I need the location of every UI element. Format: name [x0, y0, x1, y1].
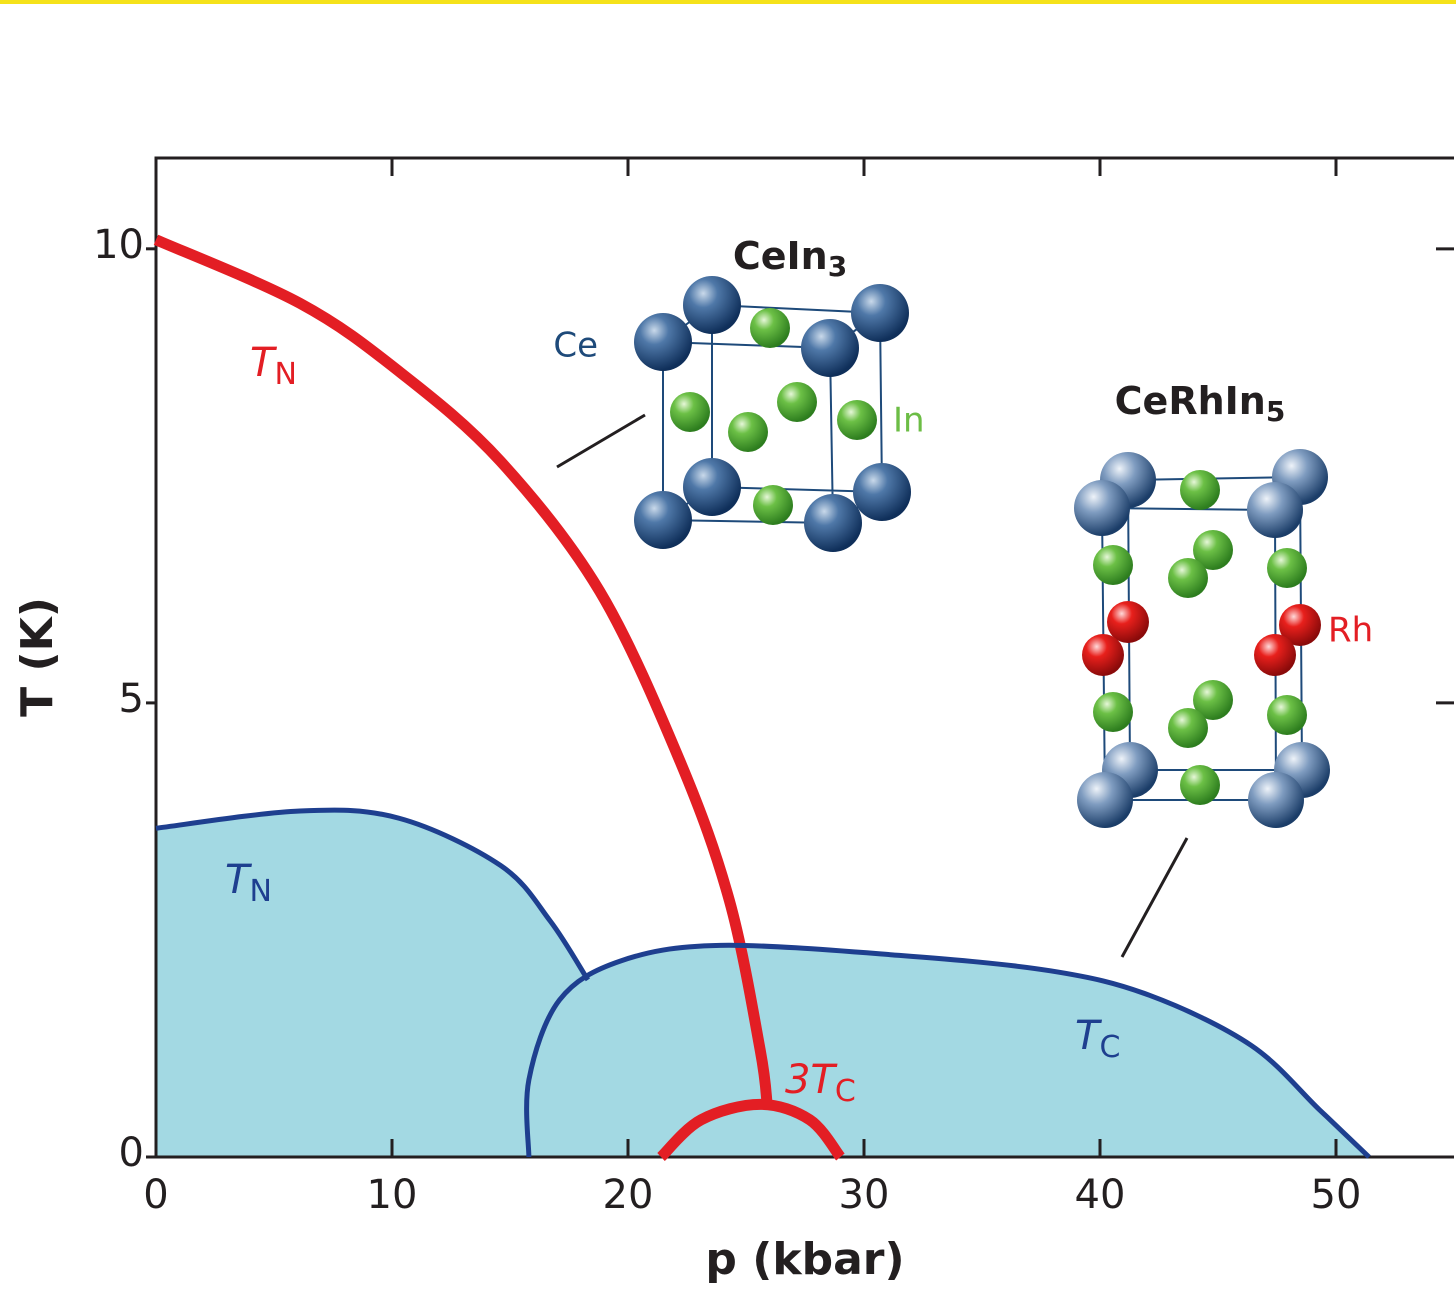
atom: [1247, 482, 1303, 538]
formula-main: CeIn: [733, 234, 828, 278]
atom: [1168, 708, 1208, 748]
atom: [1093, 545, 1133, 585]
atom: [683, 276, 741, 334]
atom: [728, 412, 768, 452]
x-tick-label: 0: [143, 1172, 168, 1218]
area: [527, 945, 1369, 1157]
leader: [557, 415, 645, 467]
x-tick-label: 30: [839, 1172, 890, 1218]
atom: [1077, 772, 1133, 828]
atom: [853, 463, 911, 521]
formula-sub: 5: [1266, 395, 1285, 428]
atom: [801, 319, 859, 377]
formula: CeIn3: [733, 234, 847, 284]
atom: [1168, 558, 1208, 598]
formula-main: CeRhIn: [1115, 379, 1266, 423]
label-sub: N: [274, 357, 296, 392]
atom: [634, 491, 692, 549]
atom: [1093, 692, 1133, 732]
atom: [1267, 695, 1307, 735]
x-tick-label: 20: [603, 1172, 654, 1218]
top-bar: [0, 0, 1456, 4]
atom: [683, 458, 741, 516]
label-sub: C: [835, 1074, 856, 1109]
atom: [1082, 634, 1124, 676]
formula: CeRhIn5: [1115, 379, 1286, 429]
y-tick-label: 5: [119, 676, 144, 722]
atom: [1254, 634, 1296, 676]
atom: [1074, 480, 1130, 536]
x-tick-label: 50: [1311, 1172, 1362, 1218]
atom: [670, 392, 710, 432]
page: {"chart_data": { "type": "line", "xlabel…: [0, 0, 1456, 1291]
atom: [750, 308, 790, 348]
atom: [753, 485, 793, 525]
x-tick-label: 10: [367, 1172, 418, 1218]
leader: [1122, 838, 1187, 957]
atom: [1180, 470, 1220, 510]
atom: [634, 313, 692, 371]
atom: [777, 382, 817, 422]
atom: [804, 494, 862, 552]
label-main: 3T: [785, 1057, 838, 1103]
label-sub: N: [249, 874, 271, 909]
atom-label: Rh: [1328, 611, 1373, 651]
atom: [1248, 772, 1304, 828]
chart: 010203040500510 TN3TCTNTC CeIn3CeInCeRhI…: [0, 0, 1456, 1291]
atom: [1267, 548, 1307, 588]
atom: [1180, 765, 1220, 805]
formula-sub: 3: [828, 250, 847, 283]
y-tick-label: 10: [93, 222, 144, 268]
label-sub: C: [1099, 1030, 1120, 1065]
x-tick-label: 40: [1075, 1172, 1126, 1218]
atom-label: In: [893, 401, 925, 441]
curve-label: TN: [250, 340, 297, 392]
y-tick-label: 0: [119, 1130, 144, 1176]
atom: [837, 400, 877, 440]
area: [156, 810, 588, 1157]
atom: [851, 284, 909, 342]
y-axis-title: T (K): [12, 597, 63, 717]
atom-label: Ce: [553, 326, 598, 366]
x-axis-title: p (kbar): [705, 1234, 904, 1285]
